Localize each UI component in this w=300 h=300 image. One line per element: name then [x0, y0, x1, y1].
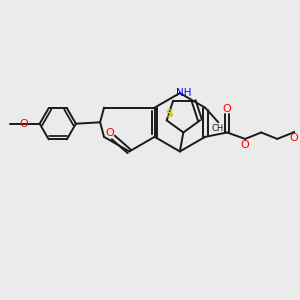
Text: CH₃: CH₃: [212, 124, 227, 133]
Text: O: O: [105, 128, 114, 138]
Text: O: O: [20, 119, 28, 129]
Text: O: O: [241, 140, 250, 150]
Text: S: S: [165, 109, 173, 119]
Text: NH: NH: [176, 88, 191, 98]
Text: O: O: [223, 104, 231, 114]
Text: O: O: [289, 133, 298, 143]
